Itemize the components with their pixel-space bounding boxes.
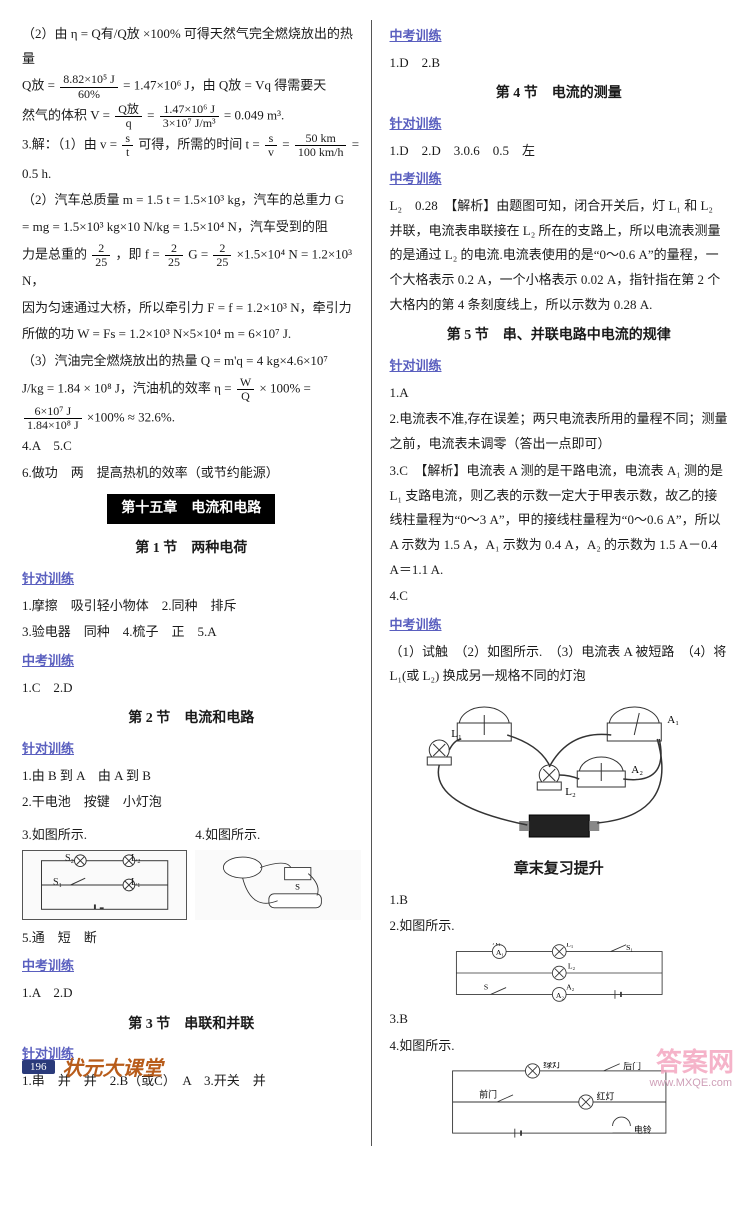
- circuit-diagram: A₁ A₂ A₁ L₁ S₁ L₂ S A₂: [390, 943, 729, 1003]
- svg-text:L₁: L₁: [451, 728, 462, 740]
- line: （2）由 η = Q有/Q放 ×100% 可得天然气完全燃烧放出的热量: [22, 26, 353, 66]
- answers: 1.由 B 到 A 由 A 到 B: [22, 764, 361, 789]
- answers: 6.做功 两 提高热机的效率（或节约能源）: [22, 461, 361, 486]
- answers: 1.A: [390, 381, 729, 406]
- svg-text:A₁: A₁: [495, 948, 504, 957]
- section-title: 第 3 节 串联和并联: [22, 1012, 361, 1039]
- text: 0.5 h.: [22, 162, 361, 187]
- right-column: 中考训练 1.D 2.B 第 4 节 电流的测量 针对训练 1.D 2.D 3.…: [386, 20, 729, 1146]
- answers: 4.A 5.C: [22, 434, 361, 459]
- svg-text:S₁: S₁: [626, 943, 633, 952]
- answers: 2.干电池 按键 小灯泡: [22, 790, 361, 815]
- label-exam-practice: 中考训练: [390, 613, 729, 638]
- svg-text:L₂: L₂: [565, 786, 576, 798]
- answers: 1.D 2.B: [390, 51, 729, 76]
- section-title: 第 1 节 两种电荷: [22, 536, 361, 563]
- svg-text:A₁: A₁: [492, 943, 501, 947]
- watermark-url: www.MXQE.com: [649, 1077, 732, 1089]
- formula-line: Q放 = 8.82×10⁵ J 60% = 1.47×10⁶ J，由 Q放 = …: [22, 73, 361, 100]
- chapter-banner: 第十五章 电流和电路: [107, 494, 275, 525]
- svg-text:红灯: 红灯: [596, 1091, 614, 1102]
- page-footer: 196 状元大课堂: [22, 1052, 163, 1081]
- svg-text:后门: 后门: [623, 1062, 641, 1071]
- answers: 5.通 短 断: [22, 926, 361, 951]
- label-target-practice: 针对训练: [390, 354, 729, 379]
- text: 所做的功 W = Fs = 1.2×10³ N×5×10⁴ m = 6×10⁷ …: [22, 322, 361, 347]
- svg-text:A₂: A₂: [631, 764, 643, 776]
- label-exam-practice: 中考训练: [390, 167, 729, 192]
- formula-line: J/kg = 1.84 × 10⁸ J，汽油机的效率 η = WQ × 100%…: [22, 376, 361, 403]
- review-title: 章末复习提升: [390, 855, 729, 884]
- explanation: L₂ 0.28 【解析】由题图可知，闭合开关后，灯 L₁ 和 L₂ 并联，电流表…: [390, 194, 729, 317]
- formula-line: 3.解：（1）由 v = st 可得，所需的时间 t = sv = 50 km1…: [22, 132, 361, 159]
- label-target-practice: 针对训练: [390, 112, 729, 137]
- label-exam-practice: 中考训练: [22, 649, 361, 674]
- text: （2）汽车总质量 m = 1.5 t = 1.5×10³ kg，汽车的总重力 G: [22, 188, 361, 213]
- svg-text:S: S: [483, 982, 487, 991]
- svg-text:L₁: L₁: [566, 943, 574, 948]
- answers: 1.C 2.D: [22, 676, 361, 701]
- brand-text: 状元大课堂: [63, 1052, 163, 1081]
- figure-caption: 2.如图所示.: [390, 914, 729, 939]
- section-title: 第 4 节 电流的测量: [390, 81, 729, 108]
- formula-line: 然气的体积 V = Q放q = 1.47×10⁶ J3×10⁷ J/m³ = 0…: [22, 103, 361, 130]
- page-number: 196: [22, 1060, 55, 1074]
- answers: （1）试触 （2）如图所示. （3）电流表 A 被短路 （4）将 L₁(或 L₂…: [390, 640, 729, 689]
- formula-line: 6×10⁷ J1.84×10⁸ J ×100% ≈ 32.6%.: [22, 405, 361, 432]
- section-title: 第 5 节 串、并联电路中电流的规律: [390, 323, 729, 350]
- formula-line: 力是总重的 225 ，即 f = 225 G = 225 ×1.5×10⁴ N …: [22, 242, 361, 294]
- answers: 1.A 2.D: [22, 981, 361, 1006]
- svg-text:A₂: A₂: [555, 991, 564, 1000]
- figure-caption: 3.如图所示.: [22, 823, 187, 848]
- answers: 1.B: [390, 888, 729, 913]
- text: 因为匀速通过大桥，所以牵引力 F = f = 1.2×10³ N，牵引力: [22, 296, 361, 321]
- left-column: （2）由 η = Q有/Q放 ×100% 可得天然气完全燃烧放出的热量 Q放 =…: [22, 20, 372, 1146]
- explanation: 3.C 【解析】电流表 A 测的是干路电流，电流表 A₁ 测的是 L₁ 支路电流…: [390, 459, 729, 582]
- answers: 1.摩擦 吸引轻小物体 2.同种 排斥: [22, 594, 361, 619]
- fraction: 8.82×10⁵ J 60%: [60, 73, 118, 100]
- figure-caption: 4.如图所示.: [195, 823, 360, 848]
- svg-text:电铃: 电铃: [633, 1124, 651, 1135]
- label-exam-practice: 中考训练: [390, 24, 729, 49]
- text: = mg = 1.5×10³ kg×10 N/kg = 1.5×10⁴ N，汽车…: [22, 215, 361, 240]
- answers: 1.D 2.D 3.0.6 0.5 左: [390, 139, 729, 164]
- svg-text:前门: 前门: [479, 1089, 497, 1100]
- watermark-text: 答案网: [656, 1042, 734, 1079]
- svg-text:A₁: A₁: [667, 714, 679, 726]
- text: （2）由 η = Q有/Q放 ×100% 可得天然气完全燃烧放出的热量: [22, 22, 361, 71]
- answers: 2.电流表不准,存在误差；两只电流表所用的量程不同；测量之前，电流表未调零（答出…: [390, 407, 729, 456]
- circuit-diagram-large: L₁ A₁ A₂ L₂: [390, 695, 729, 845]
- label-target-practice: 针对训练: [22, 737, 361, 762]
- answers: 3.B: [390, 1007, 729, 1032]
- figure-row: 3.如图所示. S₂: [22, 821, 361, 920]
- label-exam-practice: 中考训练: [22, 954, 361, 979]
- svg-text:绿灯: 绿灯: [543, 1062, 561, 1069]
- answers: 3.验电器 同种 4.梳子 正 5.A: [22, 620, 361, 645]
- circuit-diagram: S₂ L₂ L₁ S₁: [22, 850, 187, 920]
- label-target-practice: 针对训练: [22, 567, 361, 592]
- section-title: 第 2 节 电流和电路: [22, 706, 361, 733]
- page-columns: （2）由 η = Q有/Q放 ×100% 可得天然气完全燃烧放出的热量 Q放 =…: [0, 0, 750, 1206]
- svg-text:S: S: [295, 881, 300, 891]
- svg-text:L₂: L₂: [567, 962, 575, 971]
- answers: 4.C: [390, 584, 729, 609]
- text: （3）汽油完全燃烧放出的热量 Q = m'q = 4 kg×4.6×10⁷: [22, 349, 361, 374]
- circuit-diagram: S: [195, 850, 360, 920]
- svg-text:A₂: A₂: [566, 982, 575, 991]
